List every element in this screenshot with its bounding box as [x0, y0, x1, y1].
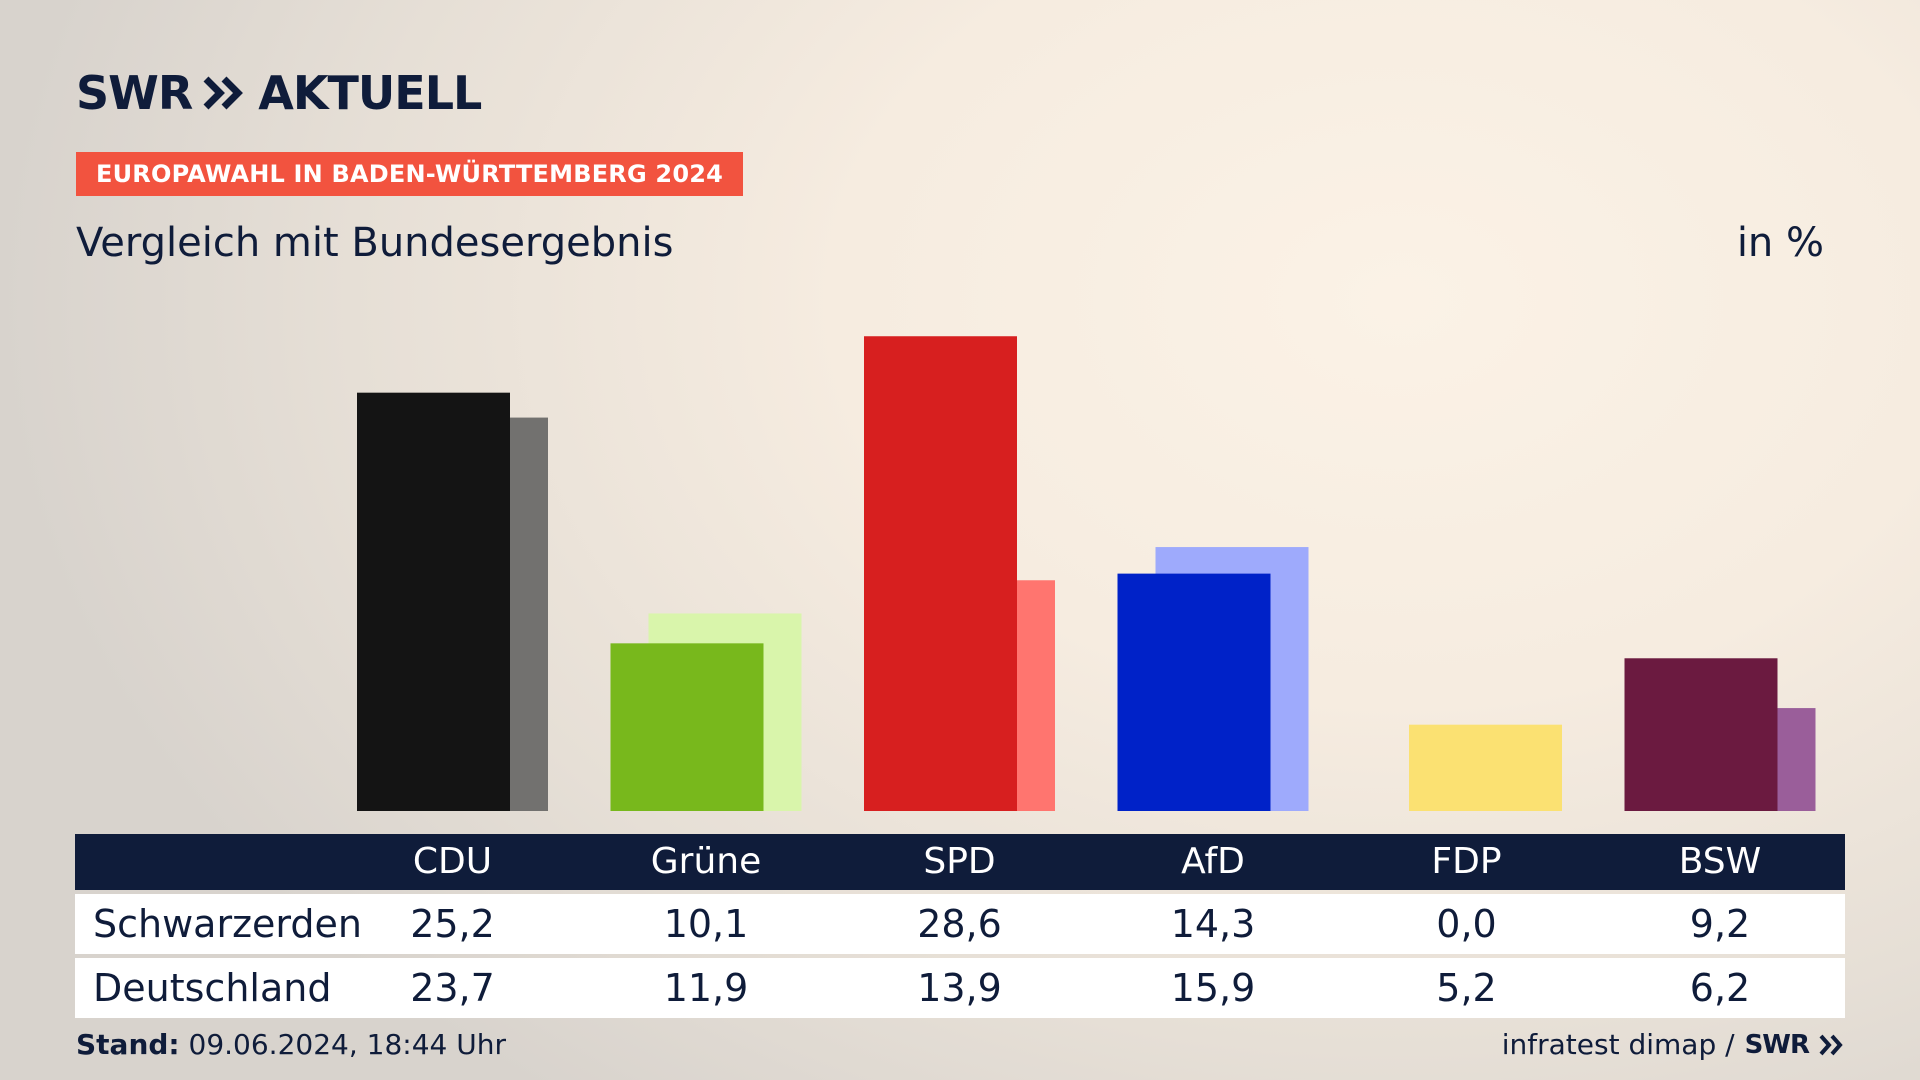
- column-header-grüne: Grüne: [650, 841, 762, 882]
- election-badge: EUROPAWAHL IN BADEN-WÜRTTEMBERG 2024: [76, 152, 744, 196]
- source-credit: infratest dimap / SWR: [1502, 1028, 1845, 1061]
- value-deutschland-bsw: 6,2: [1689, 966, 1751, 1010]
- unit-label: in %: [1736, 220, 1824, 266]
- column-header-cdu: CDU: [412, 841, 493, 882]
- table-row-schwarzerden: Schwarzerden 25,2 10,1 28,6 14,3 0,0 9,2: [75, 894, 1845, 954]
- double-chevron-icon: [1819, 1034, 1843, 1055]
- table-header: CDU Grüne SPD AfD FDP BSW: [75, 834, 1845, 890]
- stand-value: 09.06.2024, 18:44 Uhr: [179, 1028, 506, 1061]
- bar-schwarzerden-afd: [1117, 573, 1271, 811]
- bar-schwarzerden-cdu: [357, 392, 510, 811]
- timestamp: Stand: 09.06.2024, 18:44 Uhr: [76, 1028, 506, 1061]
- column-header-afd: AfD: [1181, 841, 1245, 882]
- value-schwarzerden-fdp: 0,0: [1436, 902, 1497, 946]
- bar-schwarzerden-grüne: [610, 643, 764, 811]
- footer-swr-logo: SWR: [1744, 1029, 1810, 1060]
- bar-schwarzerden-bsw: [1624, 658, 1778, 811]
- value-deutschland-grüne: 11,9: [663, 966, 749, 1010]
- logo-aktuell-text: AKTUELL: [258, 66, 482, 120]
- swr-aktuell-logo: SWR AKTUELL: [76, 66, 482, 120]
- value-deutschland-afd: 15,9: [1170, 966, 1256, 1010]
- stand-label: Stand:: [76, 1028, 180, 1061]
- value-schwarzerden-cdu: 25,2: [410, 902, 495, 946]
- column-header-spd: SPD: [923, 841, 996, 882]
- double-chevron-icon: [203, 76, 244, 110]
- row-label: Deutschland: [93, 966, 332, 1010]
- chart-subtitle: Vergleich mit Bundesergebnis: [76, 220, 674, 266]
- value-deutschland-spd: 13,9: [917, 966, 1002, 1010]
- value-schwarzerden-spd: 28,6: [917, 902, 1002, 946]
- bar-deutschland-fdp: [1409, 724, 1562, 811]
- value-schwarzerden-afd: 14,3: [1170, 902, 1256, 946]
- column-header-bsw: BSW: [1678, 841, 1762, 882]
- value-deutschland-fdp: 5,2: [1436, 966, 1497, 1010]
- results-table: CDU Grüne SPD AfD FDP BSW Schwarzerden 25,2 10…: [75, 834, 1845, 1018]
- value-schwarzerden-bsw: 9,2: [1689, 902, 1751, 946]
- source-text: infratest dimap /: [1501, 1028, 1735, 1061]
- value-deutschland-cdu: 23,7: [410, 966, 495, 1010]
- column-header-fdp: FDP: [1431, 841, 1502, 882]
- logo-swr-text: SWR: [76, 66, 193, 120]
- value-schwarzerden-grüne: 10,1: [663, 902, 749, 946]
- row-label: Schwarzerden: [93, 902, 362, 946]
- table-row-deutschland: Deutschland 23,7 11,9 13,9 15,9 5,2 6,2: [75, 958, 1845, 1018]
- bar-schwarzerden-spd: [864, 336, 1017, 811]
